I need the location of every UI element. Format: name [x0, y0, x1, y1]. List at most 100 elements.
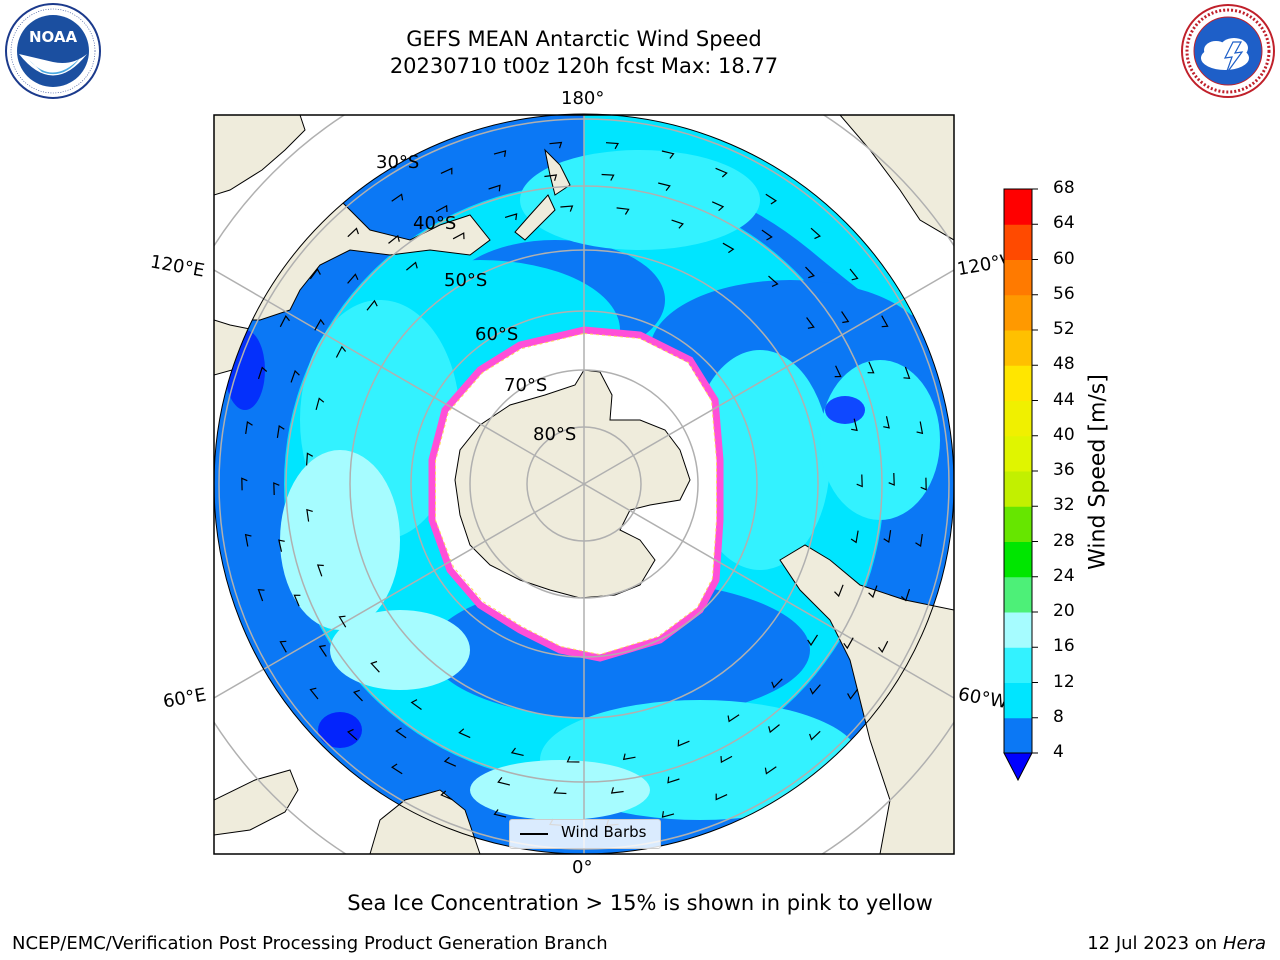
wind-barb	[388, 234, 400, 244]
wind-barb	[768, 724, 780, 734]
wind-barb	[504, 213, 518, 221]
wind-barb	[391, 193, 404, 202]
wind-barb	[366, 299, 378, 311]
wind-barb	[309, 268, 321, 280]
colorbar-block	[1004, 647, 1032, 683]
lat-label-40s: 40°S	[413, 213, 457, 234]
wind-barb	[761, 229, 773, 241]
wind-barb	[435, 204, 448, 213]
wind-barb	[497, 777, 510, 786]
wind-barb	[278, 539, 285, 552]
date-host-text: 12 Jul 2023 on Hera	[1087, 933, 1266, 954]
wind-barb	[610, 787, 624, 794]
map-legend: Wind Barbs	[509, 819, 661, 849]
wind-barb	[809, 730, 821, 741]
wind-barb	[768, 275, 779, 287]
colorbar-tick-label: 40	[1053, 424, 1075, 445]
date-text: 12 Jul 2023 on	[1087, 933, 1218, 954]
colorbar-block	[1004, 435, 1032, 472]
wind-barb-legend-line	[520, 833, 548, 835]
colorbar-block	[1004, 541, 1032, 578]
wind-barb	[370, 660, 380, 673]
wind-barb	[316, 564, 324, 577]
colorbar-tick-label: 56	[1053, 283, 1075, 304]
wind-barb	[338, 615, 347, 628]
wind-barb	[510, 747, 524, 756]
wind-barb	[553, 787, 567, 795]
wind-barb	[616, 207, 630, 215]
colorbar-block	[1004, 717, 1032, 754]
colorbar-block	[1004, 506, 1032, 542]
wind-barb	[850, 530, 859, 544]
wind-barb	[273, 482, 280, 496]
lat-label-60s: 60°S	[475, 324, 519, 345]
colorbar-block	[1004, 189, 1032, 225]
wind-barb	[888, 472, 895, 486]
wind-barb	[915, 534, 923, 548]
wind-barb	[290, 369, 300, 383]
nws-logo-icon	[1181, 4, 1275, 98]
map-frame	[213, 114, 955, 855]
wind-barb	[805, 266, 815, 279]
colorbar-block	[1004, 612, 1032, 648]
credit-text: NCEP/EMC/Verification Post Processing Pr…	[12, 933, 608, 954]
wind-barb	[806, 317, 815, 329]
colorbar-tick-label: 32	[1053, 495, 1075, 516]
lat-label-70s: 70°S	[504, 375, 548, 396]
wind-barb	[711, 201, 725, 212]
colorbar-block	[1004, 400, 1032, 437]
wind-barb	[867, 361, 875, 374]
colorbar-tick-label: 16	[1053, 636, 1075, 657]
antarctica	[454, 369, 691, 599]
wind-barb	[440, 167, 453, 175]
wind-barb	[353, 689, 363, 702]
wind-barb	[314, 318, 325, 331]
wind-barb	[715, 167, 728, 178]
colorbar-tick-label: 52	[1053, 319, 1075, 339]
wind-barb	[241, 477, 248, 491]
colorbar-block	[1004, 294, 1032, 331]
wind-barb	[245, 420, 253, 434]
lat-label-50s: 50°S	[444, 270, 488, 291]
wind-barb	[807, 634, 819, 647]
chart-title: GEFS MEAN Antarctic Wind Speed	[406, 27, 762, 51]
wind-barb	[601, 173, 615, 181]
wind-barb	[727, 714, 740, 723]
wind-barb	[841, 311, 850, 324]
wind-barb	[622, 753, 636, 761]
wind-barb	[318, 644, 327, 657]
colorbar-block	[1004, 259, 1032, 296]
wind-barb	[843, 637, 854, 650]
wind-barb	[903, 366, 911, 379]
colorbar	[1003, 188, 1038, 782]
wind-barb	[306, 508, 313, 522]
wind-barb	[335, 345, 347, 358]
wind-barb	[920, 477, 927, 491]
wind-barb	[347, 227, 359, 238]
wind-barb	[406, 261, 418, 271]
colorbar-blocks	[1004, 189, 1032, 754]
colorbar-tick-label: 12	[1053, 671, 1075, 692]
colorbar-tick-label: 28	[1053, 530, 1075, 551]
wind-barb	[810, 227, 821, 240]
lon-label-0: 0°	[572, 857, 593, 878]
wind-barb	[452, 232, 465, 240]
wind-barb	[847, 688, 859, 700]
wind-barb	[544, 174, 558, 181]
wind-barb	[605, 142, 619, 150]
wind-barb	[443, 756, 457, 767]
colorbar-tick-label: 4	[1053, 742, 1064, 762]
wind-barb	[916, 421, 924, 435]
wind-barb	[493, 150, 507, 157]
chart-subtitle: 20230710 t00z 120h fcst Max: 18.77	[389, 54, 779, 78]
wind-barb	[395, 727, 407, 739]
wind-barb	[257, 366, 268, 380]
lon-label-180: 180°	[561, 88, 605, 109]
noaa-logo-text: NOAA	[29, 28, 78, 46]
host-text: Hera	[1222, 933, 1266, 954]
wind-barb	[851, 418, 858, 432]
wind-barb	[276, 424, 285, 438]
wind-barb	[279, 640, 287, 653]
wind-barb	[309, 687, 319, 700]
lat-label-30s: 30°S	[376, 152, 420, 173]
